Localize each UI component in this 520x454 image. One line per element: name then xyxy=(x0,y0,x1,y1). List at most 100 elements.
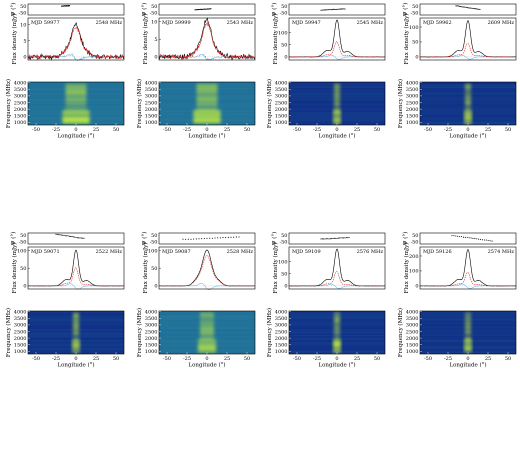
pa-point xyxy=(474,8,476,10)
signal-row xyxy=(197,346,217,349)
signal-row xyxy=(65,105,87,108)
pa-point xyxy=(472,7,474,10)
signal-row xyxy=(333,346,341,349)
pa-axes-frame xyxy=(288,3,386,16)
flux-tick-label: 50 xyxy=(20,266,26,272)
epoch-label: MJD 59071 xyxy=(31,249,60,255)
pa-point xyxy=(489,240,491,242)
signal-emission xyxy=(464,312,472,353)
pa-point xyxy=(460,236,463,238)
lon-tick-label: 50 xyxy=(113,127,119,133)
pa-point xyxy=(325,9,327,11)
pa-point xyxy=(334,8,336,10)
pa-axes-frame xyxy=(158,3,256,16)
pa-axes-frame xyxy=(27,3,125,16)
pa-point xyxy=(458,5,460,7)
signal-row xyxy=(465,327,471,329)
signal-row xyxy=(334,86,340,88)
lon-tick-label: -25 xyxy=(183,127,191,133)
signal-row xyxy=(464,339,472,341)
pa-point xyxy=(325,238,327,240)
signal-row xyxy=(334,95,340,97)
freq-tick-label: 1500 xyxy=(145,114,158,120)
freq-tick-label: 3000 xyxy=(275,323,288,329)
lon-tick-label: 0 xyxy=(205,356,208,362)
signal-row xyxy=(334,104,340,106)
pa-point xyxy=(331,237,333,240)
total-intensity-profile xyxy=(158,17,256,61)
freq-tick-label: 3500 xyxy=(275,87,288,93)
signal-row xyxy=(62,113,90,115)
signal-row xyxy=(197,340,217,343)
pa-point xyxy=(464,6,466,8)
pa-point xyxy=(478,238,480,240)
freq-tick-label: 2500 xyxy=(275,100,288,106)
signal-row xyxy=(193,113,221,115)
signal-row xyxy=(465,96,471,99)
pa-point xyxy=(345,236,347,239)
signal-row xyxy=(334,108,340,111)
signal-row xyxy=(196,92,218,94)
freq-tick-label: 3500 xyxy=(275,316,288,322)
signal-row xyxy=(196,98,218,100)
signal-row xyxy=(65,101,87,103)
flux-axes-frame xyxy=(288,17,386,61)
signal-row xyxy=(333,339,341,341)
signal-row xyxy=(465,313,471,316)
signal-row xyxy=(333,114,341,117)
freq-tick-label: 2500 xyxy=(145,100,158,106)
lon-tick-label: 0 xyxy=(335,356,338,362)
pa-point xyxy=(210,8,212,10)
signal-row xyxy=(72,345,80,347)
pa-point xyxy=(326,9,328,11)
pa-point xyxy=(348,236,350,239)
lon-tick-label: -25 xyxy=(52,127,60,133)
pa-point xyxy=(324,238,326,240)
lon-tick-label: 50 xyxy=(244,127,250,133)
epoch-label: MJD 59999 xyxy=(162,20,191,26)
total-intensity-profile xyxy=(27,249,125,287)
lon-axis-label: Longitude (°) xyxy=(318,362,355,369)
pa-point xyxy=(235,236,237,238)
pa-point xyxy=(60,234,62,236)
signal-row xyxy=(200,312,214,314)
flux-axes-frame xyxy=(158,246,256,290)
signal-row xyxy=(62,120,90,123)
signal-row xyxy=(334,89,340,91)
linear-pol-profile xyxy=(420,272,516,287)
signal-row xyxy=(465,318,471,320)
signal-row xyxy=(465,316,471,319)
signal-row xyxy=(465,84,471,87)
pa-point xyxy=(480,238,482,240)
pa-point xyxy=(197,9,199,11)
freq-tick-label: 2000 xyxy=(275,107,288,113)
pa-point xyxy=(468,237,470,239)
total-intensity-profile xyxy=(288,248,386,287)
freq-tick-label: 3000 xyxy=(14,94,27,100)
pa-point xyxy=(337,8,339,10)
lon-tick-label: -25 xyxy=(52,356,60,362)
pa-point xyxy=(457,235,459,237)
flux-axis-label: Flux density (mJy) xyxy=(11,14,18,65)
signal-row xyxy=(464,110,472,112)
signal-row xyxy=(334,83,340,85)
signal-row xyxy=(193,119,221,121)
pa-point xyxy=(336,8,338,11)
pa-point xyxy=(233,236,235,238)
lon-tick-label: -25 xyxy=(313,356,321,362)
signal-row xyxy=(465,90,471,93)
signal-row xyxy=(465,102,471,105)
flux-tick-label: 0 xyxy=(154,284,157,290)
pa-point xyxy=(472,237,474,240)
signal-row xyxy=(334,334,340,337)
signal-row xyxy=(334,84,340,87)
signal-row xyxy=(333,113,341,115)
flux-tick-label: 50 xyxy=(412,40,418,46)
pa-point xyxy=(64,235,66,237)
freq-tick-label: 4000 xyxy=(406,80,419,86)
pa-point xyxy=(340,237,342,239)
pa-point xyxy=(327,9,329,11)
signal-emission xyxy=(62,83,90,124)
